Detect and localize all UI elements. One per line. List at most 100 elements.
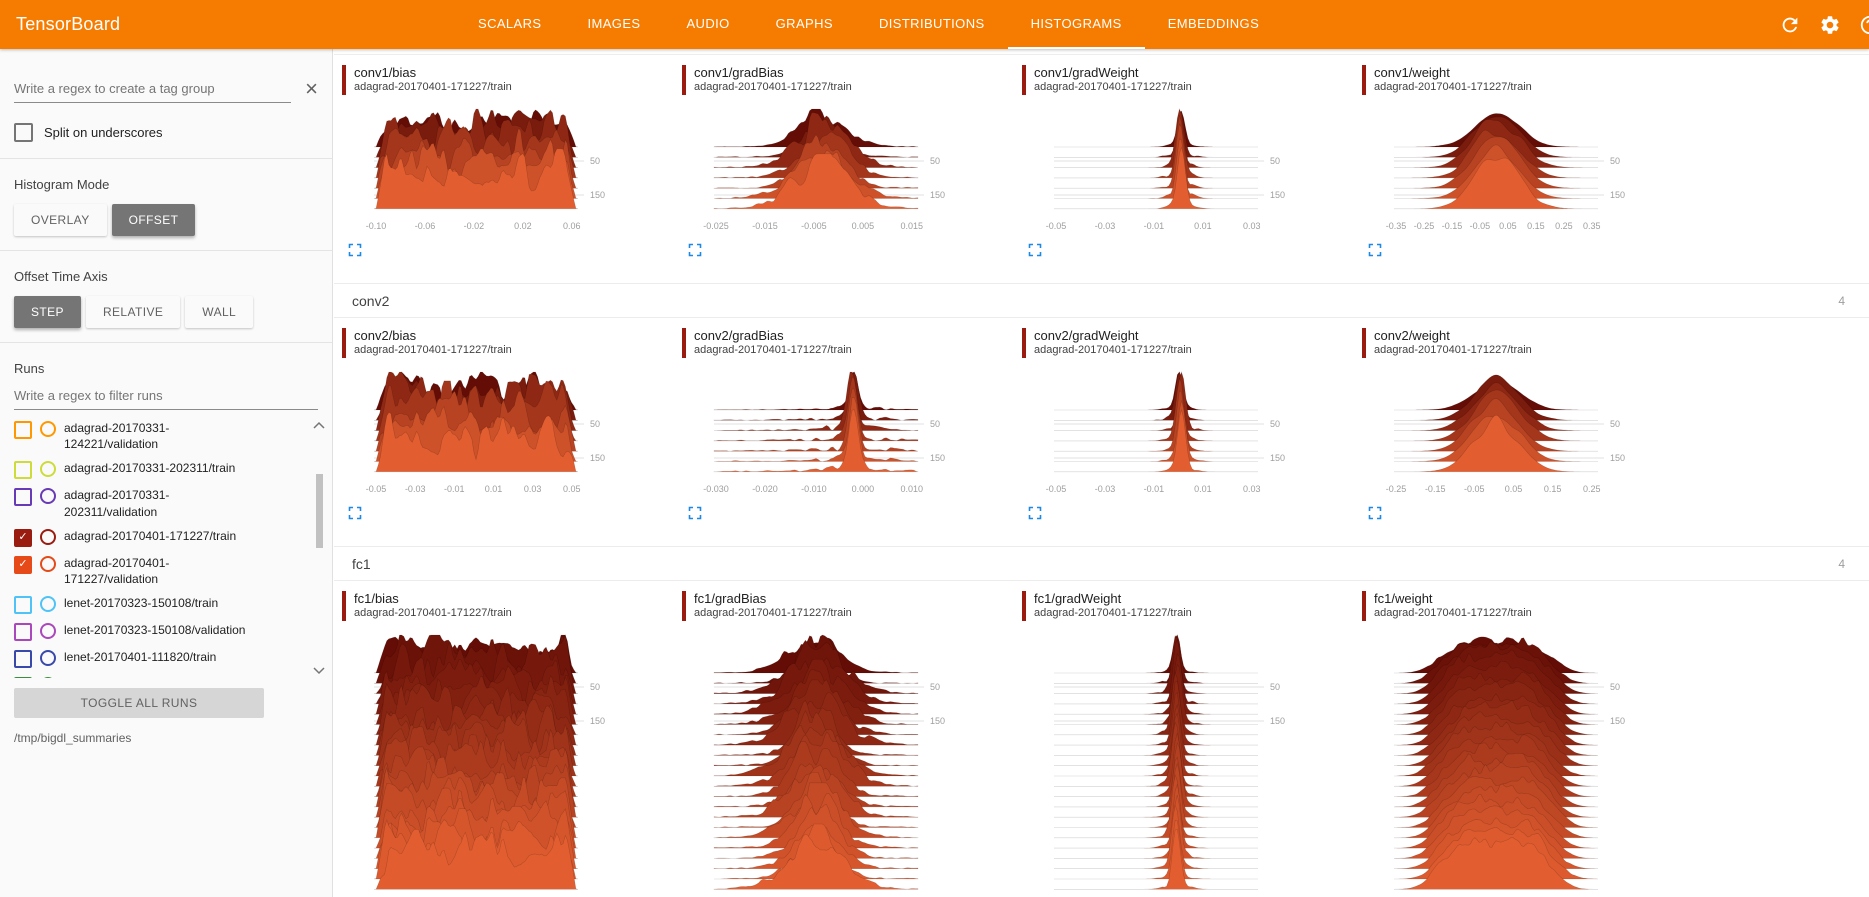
card-head: fc1/bias adagrad-20170401-171227/train bbox=[342, 591, 678, 623]
tab-label: HISTOGRAMS bbox=[1030, 16, 1122, 31]
histogram-card: conv2/gradBias adagrad-20170401-171227/t… bbox=[682, 328, 1018, 520]
run-color-indicator bbox=[1022, 591, 1026, 621]
run-checkbox[interactable] bbox=[14, 421, 32, 439]
chart-title: conv1/weight bbox=[1374, 65, 1450, 80]
tab-label: EMBEDDINGS bbox=[1167, 16, 1260, 31]
tab-graphs[interactable]: GRAPHS bbox=[753, 0, 856, 49]
card-head: conv1/weight adagrad-20170401-171227/tra… bbox=[1362, 65, 1698, 97]
expand-icon[interactable] bbox=[688, 243, 702, 257]
run-checkbox[interactable] bbox=[14, 623, 32, 642]
chart-title: fc1/gradWeight bbox=[1034, 591, 1122, 606]
chart-title: fc1/bias bbox=[354, 591, 399, 606]
svg-text:-0.025: -0.025 bbox=[703, 221, 729, 231]
run-radio[interactable] bbox=[40, 421, 56, 437]
runs-filter-input[interactable] bbox=[14, 382, 318, 410]
run-checkbox[interactable] bbox=[14, 650, 32, 669]
offset-button[interactable]: OFFSET bbox=[111, 204, 196, 236]
scrollbar-thumb[interactable] bbox=[316, 474, 323, 548]
histogram-card: conv2/bias adagrad-20170401-171227/train… bbox=[342, 328, 678, 520]
run-list-item[interactable]: adagrad-20170331-202311/validation bbox=[0, 483, 332, 523]
toggle-all-runs-button[interactable]: TOGGLE ALL RUNS bbox=[14, 688, 264, 718]
tab-histograms[interactable]: HISTOGRAMS bbox=[1007, 0, 1145, 49]
wall-button[interactable]: WALL bbox=[185, 296, 254, 328]
svg-text:50: 50 bbox=[930, 682, 940, 692]
run-radio[interactable] bbox=[40, 528, 56, 545]
navbar: TensorBoard SCALARS IMAGES AUDIO GRAPHS … bbox=[0, 0, 1869, 49]
svg-text:-0.005: -0.005 bbox=[801, 221, 827, 231]
tag-section: fc1 4 fc1/bias adagrad-20170401-171227/t… bbox=[334, 546, 1869, 897]
svg-text:0.05: 0.05 bbox=[1499, 221, 1517, 231]
run-list-item[interactable]: ✓ adagrad-20170401-171227/train bbox=[0, 524, 332, 551]
chart-title: conv2/gradWeight bbox=[1034, 328, 1139, 343]
histogram-card: conv1/gradWeight adagrad-20170401-171227… bbox=[1022, 65, 1358, 257]
histogram-chart: 50 150 bbox=[713, 634, 945, 890]
chart-run: adagrad-20170401-171227/train bbox=[1034, 81, 1192, 93]
expand-icon[interactable] bbox=[348, 506, 362, 520]
run-checkbox[interactable] bbox=[14, 461, 32, 480]
chart-title: conv2/gradBias bbox=[694, 328, 784, 343]
app-title: TensorBoard bbox=[16, 14, 121, 34]
run-list-item[interactable]: ✓ adagrad-20170401-171227/validation bbox=[0, 551, 332, 591]
svg-text:0.01: 0.01 bbox=[485, 484, 503, 494]
run-radio[interactable] bbox=[40, 650, 56, 667]
svg-text:-0.03: -0.03 bbox=[1095, 484, 1116, 494]
run-list-item[interactable]: lenet-20170323-150108/train bbox=[0, 591, 332, 618]
run-color-indicator bbox=[682, 328, 686, 358]
expand-icon[interactable] bbox=[1028, 506, 1042, 520]
section-header[interactable]: conv2 4 bbox=[334, 283, 1869, 318]
run-checkbox[interactable]: ✓ bbox=[14, 528, 32, 547]
overlay-button[interactable]: OVERLAY bbox=[14, 204, 107, 236]
svg-text:-0.15: -0.15 bbox=[1425, 484, 1446, 494]
tab-audio[interactable]: AUDIO bbox=[663, 0, 752, 49]
tab-distributions[interactable]: DISTRIBUTIONS bbox=[856, 0, 1008, 49]
expand-icon[interactable] bbox=[348, 243, 362, 257]
svg-text:150: 150 bbox=[1270, 453, 1285, 463]
tab-embeddings[interactable]: EMBEDDINGS bbox=[1145, 0, 1282, 49]
expand-icon[interactable] bbox=[1368, 506, 1382, 520]
run-checkbox[interactable] bbox=[14, 677, 32, 678]
run-list-item[interactable]: lenet-20170401-111820/train bbox=[0, 645, 332, 672]
histogram-card: conv2/weight adagrad-20170401-171227/tra… bbox=[1362, 328, 1698, 520]
gear-icon[interactable] bbox=[1819, 14, 1841, 36]
histogram-chart: 50 150 -0.25 -0.15 -0.05 0.05 0.15 0.25 bbox=[1386, 374, 1625, 494]
run-checkbox[interactable] bbox=[14, 596, 32, 615]
tab-images[interactable]: IMAGES bbox=[565, 0, 664, 49]
run-radio[interactable] bbox=[40, 488, 56, 505]
refresh-icon[interactable] bbox=[1779, 14, 1801, 36]
run-radio[interactable] bbox=[40, 555, 56, 572]
expand-icon[interactable] bbox=[1368, 243, 1382, 257]
split-underscores-checkbox[interactable] bbox=[14, 123, 33, 142]
section-header[interactable]: fc1 4 bbox=[334, 546, 1869, 581]
run-color-indicator bbox=[342, 328, 346, 358]
time-axis-group: STEP RELATIVE WALL bbox=[14, 296, 318, 328]
chart-run: adagrad-20170401-171227/train bbox=[694, 607, 852, 619]
run-list-item[interactable]: lenet-20170401-111820/validation bbox=[0, 672, 332, 678]
histogram-chart: 50 150 bbox=[1393, 636, 1625, 890]
close-icon[interactable]: × bbox=[305, 76, 318, 101]
run-checkbox[interactable] bbox=[14, 488, 32, 507]
tag-filter-row: × bbox=[14, 75, 318, 103]
run-radio[interactable] bbox=[40, 677, 56, 678]
help-icon[interactable] bbox=[1859, 14, 1869, 36]
runs-label: Runs bbox=[14, 361, 45, 376]
tab-scalars[interactable]: SCALARS bbox=[455, 0, 565, 49]
svg-text:-0.02: -0.02 bbox=[464, 221, 485, 231]
run-list-item[interactable]: adagrad-20170331-202311/train bbox=[0, 456, 332, 483]
run-radio[interactable] bbox=[40, 623, 56, 640]
run-list-item[interactable]: adagrad-20170331-124221/validation bbox=[0, 416, 332, 456]
split-underscores-label: Split on underscores bbox=[44, 125, 163, 140]
run-radio[interactable] bbox=[40, 596, 56, 613]
run-list-item[interactable]: lenet-20170323-150108/validation bbox=[0, 618, 332, 645]
svg-text:0.06: 0.06 bbox=[563, 221, 581, 231]
step-button[interactable]: STEP bbox=[14, 296, 81, 328]
chevron-down-icon[interactable] bbox=[311, 666, 327, 676]
expand-icon[interactable] bbox=[1028, 243, 1042, 257]
run-checkbox[interactable]: ✓ bbox=[14, 555, 32, 574]
tag-regex-input[interactable] bbox=[14, 75, 292, 103]
chevron-up-icon[interactable] bbox=[311, 420, 327, 430]
run-radio[interactable] bbox=[40, 461, 56, 478]
expand-icon[interactable] bbox=[688, 506, 702, 520]
svg-text:150: 150 bbox=[1610, 716, 1625, 726]
relative-button[interactable]: RELATIVE bbox=[85, 296, 181, 328]
tag-section: conv2 4 conv2/bias adagrad-20170401-1712… bbox=[334, 283, 1869, 534]
